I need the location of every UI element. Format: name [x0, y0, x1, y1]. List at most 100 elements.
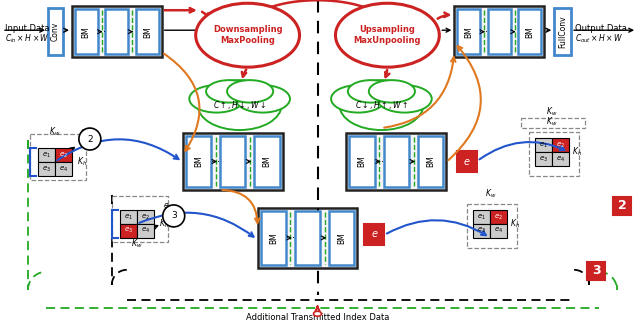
Text: BM: BM: [464, 26, 473, 37]
Bar: [120, 210, 137, 224]
Text: BM: BM: [262, 156, 271, 167]
Text: $e_4$: $e_4$: [59, 164, 68, 173]
Text: $e_1$: $e_1$: [124, 212, 132, 221]
Text: Conv: Conv: [51, 22, 60, 41]
Text: 2: 2: [618, 200, 627, 213]
Text: Input Data: Input Data: [5, 24, 49, 33]
Text: $e_1$: $e_1$: [539, 141, 548, 150]
Text: Output Data: Output Data: [575, 24, 627, 33]
Text: $K_w$: $K_w$: [49, 126, 61, 138]
Bar: [454, 6, 544, 57]
Text: $K_w$: $K_w$: [131, 238, 143, 250]
Bar: [260, 211, 286, 265]
Text: ...: ...: [375, 154, 384, 164]
Bar: [136, 9, 159, 54]
Text: $e_4$: $e_4$: [141, 226, 150, 235]
Text: BM: BM: [82, 26, 91, 37]
Text: $e_3$: $e_3$: [163, 202, 173, 212]
Text: ...: ...: [286, 230, 295, 240]
Circle shape: [79, 128, 101, 150]
Text: BM: BM: [337, 232, 346, 244]
Text: $e_3$: $e_3$: [539, 155, 548, 164]
Text: $e_2$: $e_2$: [141, 212, 150, 221]
Ellipse shape: [227, 80, 273, 103]
Text: $K_h$: $K_h$: [159, 218, 169, 230]
Bar: [384, 136, 409, 187]
Bar: [467, 204, 517, 248]
Bar: [490, 224, 508, 238]
Text: Downsampling
MaxPooling: Downsampling MaxPooling: [213, 25, 282, 45]
Text: ...: ...: [211, 154, 220, 164]
Ellipse shape: [314, 311, 321, 316]
Text: Upsampling
MaxUnpooling: Upsampling MaxUnpooling: [354, 25, 421, 45]
Bar: [55, 148, 72, 162]
Bar: [254, 136, 280, 187]
Bar: [72, 6, 162, 57]
Bar: [55, 162, 72, 176]
Text: ...: ...: [97, 24, 106, 34]
Text: $e_3$: $e_3$: [124, 226, 133, 235]
Bar: [186, 136, 211, 187]
Bar: [182, 133, 283, 190]
Text: 2: 2: [87, 135, 93, 143]
Text: $e_1$: $e_1$: [42, 150, 51, 160]
Ellipse shape: [331, 85, 385, 112]
Bar: [613, 197, 631, 215]
Text: 3: 3: [592, 264, 600, 277]
Bar: [473, 210, 490, 224]
Bar: [535, 152, 552, 166]
Text: $C_{in} \times H \times W$: $C_{in} \times H \times W$: [5, 32, 50, 45]
Text: $e_2$: $e_2$: [556, 141, 565, 150]
Ellipse shape: [196, 3, 300, 67]
Ellipse shape: [377, 85, 432, 112]
Text: $e$: $e$: [463, 156, 471, 167]
Ellipse shape: [348, 80, 394, 103]
Text: FullConv: FullConv: [558, 15, 567, 48]
Bar: [473, 224, 490, 238]
Text: BM: BM: [269, 232, 278, 244]
Bar: [521, 118, 585, 128]
Bar: [349, 136, 375, 187]
Bar: [137, 210, 154, 224]
Bar: [112, 196, 168, 242]
Text: $K_h$: $K_h$: [510, 218, 520, 230]
Bar: [490, 210, 508, 224]
Bar: [364, 224, 385, 245]
Text: $e_2$: $e_2$: [80, 128, 90, 138]
Text: $e_2$: $e_2$: [494, 212, 503, 221]
Bar: [295, 211, 320, 265]
Bar: [458, 151, 477, 172]
Text: BM: BM: [426, 156, 435, 167]
Text: $C_{out} \times H \times W$: $C_{out} \times H \times W$: [575, 32, 623, 45]
Ellipse shape: [369, 80, 415, 103]
Text: $e_2$: $e_2$: [59, 150, 68, 160]
Bar: [552, 152, 569, 166]
Bar: [257, 208, 358, 268]
Text: $C\uparrow,H\downarrow,W\downarrow$: $C\uparrow,H\downarrow,W\downarrow$: [213, 99, 266, 111]
Text: BM: BM: [194, 156, 203, 167]
Ellipse shape: [198, 80, 282, 130]
Bar: [488, 9, 511, 54]
Text: ...: ...: [479, 24, 488, 34]
Text: $K_w$: $K_w$: [547, 116, 558, 128]
Bar: [346, 133, 446, 190]
Bar: [75, 9, 97, 54]
Ellipse shape: [206, 80, 252, 103]
Ellipse shape: [189, 85, 244, 112]
Text: BM: BM: [525, 26, 534, 37]
Text: $K_w$: $K_w$: [547, 106, 558, 118]
Ellipse shape: [335, 3, 439, 67]
Text: $e_3$: $e_3$: [477, 226, 486, 235]
Bar: [535, 138, 552, 152]
Bar: [120, 224, 137, 238]
Bar: [137, 224, 154, 238]
Bar: [518, 9, 541, 54]
Text: $K_w$: $K_w$: [484, 188, 496, 200]
Text: $e_3$: $e_3$: [42, 164, 51, 173]
Bar: [38, 148, 55, 162]
Bar: [418, 136, 444, 187]
Text: $e$: $e$: [371, 230, 378, 239]
Bar: [38, 162, 55, 176]
Bar: [30, 134, 86, 180]
Bar: [554, 8, 571, 55]
